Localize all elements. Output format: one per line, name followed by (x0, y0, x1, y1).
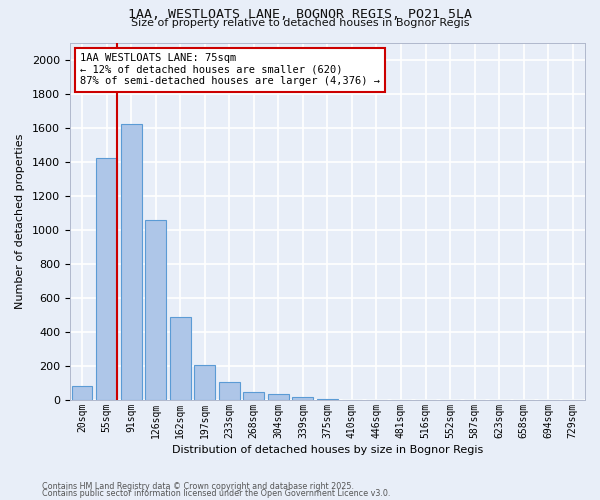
Y-axis label: Number of detached properties: Number of detached properties (15, 134, 25, 309)
Text: Contains HM Land Registry data © Crown copyright and database right 2025.: Contains HM Land Registry data © Crown c… (42, 482, 354, 491)
X-axis label: Distribution of detached houses by size in Bognor Regis: Distribution of detached houses by size … (172, 445, 483, 455)
Bar (96, 158, 117, 400)
Bar (71, 386, 92, 400)
Text: 1AA WESTLOATS LANE: 75sqm
← 12% of detached houses are smaller (620)
87% of semi: 1AA WESTLOATS LANE: 75sqm ← 12% of detac… (80, 53, 380, 86)
Bar (219, 382, 239, 400)
Bar (121, 124, 142, 400)
Text: Contains public sector information licensed under the Open Government Licence v3: Contains public sector information licen… (42, 489, 391, 498)
Text: 1AA, WESTLOATS LANE, BOGNOR REGIS, PO21 5LA: 1AA, WESTLOATS LANE, BOGNOR REGIS, PO21 … (128, 8, 472, 20)
Bar (170, 316, 191, 400)
Bar (194, 365, 215, 400)
Bar (145, 220, 166, 400)
Bar (244, 392, 264, 400)
Bar (268, 394, 289, 400)
Bar (317, 399, 338, 400)
Bar (292, 396, 313, 400)
Text: Size of property relative to detached houses in Bognor Regis: Size of property relative to detached ho… (131, 18, 469, 28)
